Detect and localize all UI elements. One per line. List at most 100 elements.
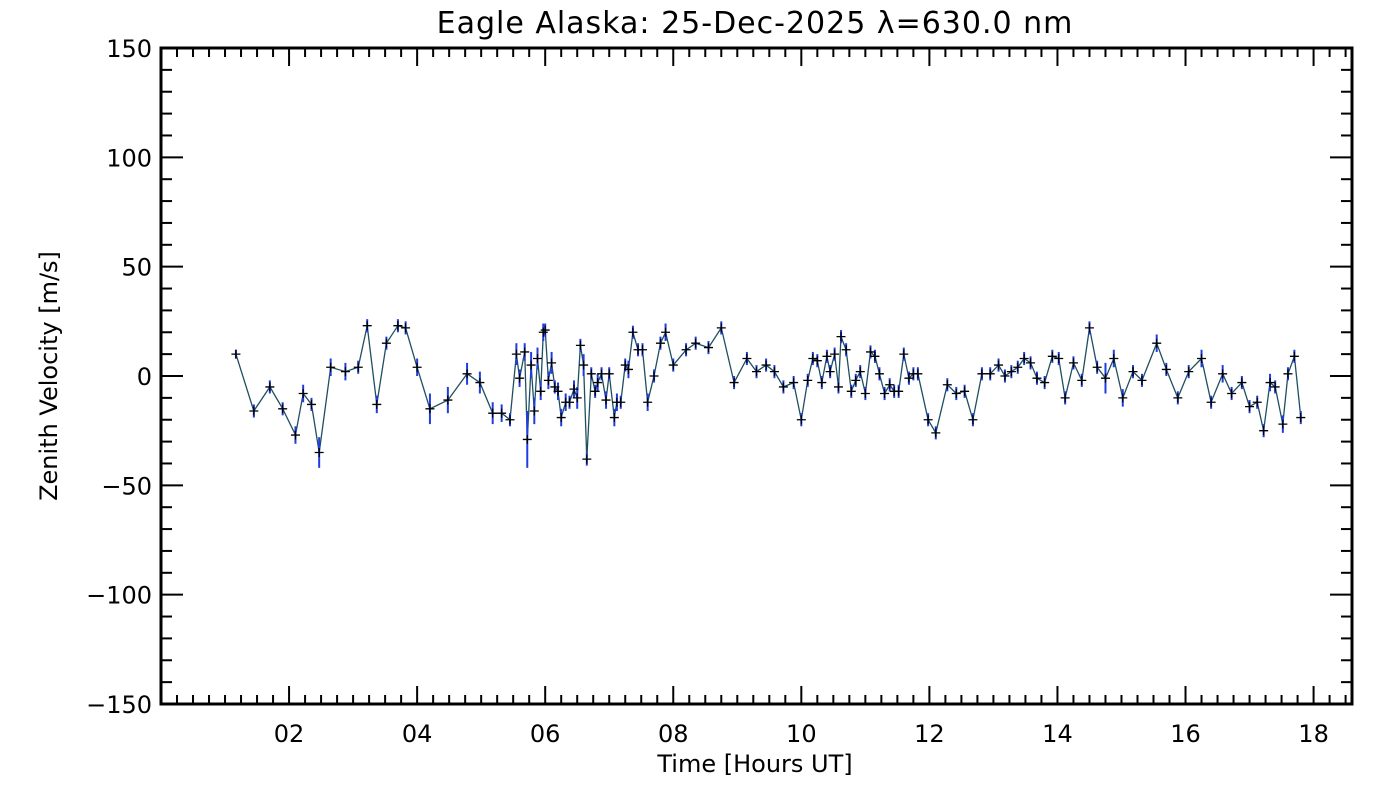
- x-tick-label: 16: [1170, 720, 1201, 748]
- data-point-marker: [553, 386, 563, 396]
- data-point-marker: [977, 369, 987, 379]
- data-point-marker: [1289, 351, 1299, 361]
- plot-frame: [159, 46, 1354, 706]
- data-point-marker: [1252, 397, 1262, 407]
- data-point-marker: [1184, 367, 1194, 377]
- data-point-marker: [1197, 354, 1207, 364]
- data-point-marker: [515, 373, 525, 383]
- data-point-marker: [393, 321, 403, 331]
- data-point-marker: [306, 399, 316, 409]
- data-point-marker: [623, 364, 633, 374]
- data-point-marker: [314, 448, 324, 458]
- data-point-marker: [1245, 402, 1255, 412]
- data-point-marker: [985, 369, 995, 379]
- data-point-marker: [597, 369, 607, 379]
- data-point-marker: [326, 362, 336, 372]
- data-point-marker: [533, 354, 543, 364]
- data-point-marker: [462, 369, 472, 379]
- data-point-marker: [278, 404, 288, 414]
- data-point-marker: [511, 349, 521, 359]
- data-point-marker: [880, 388, 890, 398]
- x-tick-label: 18: [1298, 720, 1329, 748]
- data-point-marker: [290, 430, 300, 440]
- data-point-marker: [655, 338, 665, 348]
- data-point-marker: [691, 338, 701, 348]
- data-point-marker: [931, 428, 941, 438]
- x-tick-label: 10: [786, 720, 817, 748]
- axis-tick-labels: 02 04 06 08 10 12 14 16 18 −150 −100 −50 0 50 100 150: [86, 35, 1329, 748]
- data-point-marker: [870, 351, 880, 361]
- data-point-marker: [1006, 367, 1016, 377]
- data-point-marker: [579, 360, 589, 370]
- data-point-marker: [569, 384, 579, 394]
- data-point-marker: [942, 380, 952, 390]
- data-point-marker: [1237, 378, 1247, 388]
- data-point-marker: [833, 382, 843, 392]
- data-point-marker: [1077, 375, 1087, 385]
- data-point-marker: [661, 327, 671, 337]
- x-tick-label: 06: [530, 720, 561, 748]
- data-point-marker: [1259, 426, 1269, 436]
- data-point-marker: [590, 386, 600, 396]
- data-point-marker: [742, 354, 752, 364]
- data-point-marker: [1270, 382, 1280, 392]
- data-point-marker: [812, 356, 822, 366]
- data-point-marker: [443, 395, 453, 405]
- data-point-marker: [703, 343, 713, 353]
- x-tick-label: 12: [914, 720, 945, 748]
- x-tick-label: 08: [658, 720, 689, 748]
- data-point-marker: [526, 360, 536, 370]
- data-point-marker: [865, 347, 875, 357]
- data-point-marker: [601, 395, 611, 405]
- data-point-marker: [543, 375, 553, 385]
- data-point-marker: [769, 367, 779, 377]
- data-point-marker: [885, 380, 895, 390]
- data-point-marker: [401, 323, 411, 333]
- data-point-marker: [505, 415, 515, 425]
- data-point-marker: [1118, 393, 1128, 403]
- data-point-marker: [565, 397, 575, 407]
- data-point-marker: [1047, 351, 1057, 361]
- data-point-marker: [1032, 373, 1042, 383]
- data-point-marker: [298, 388, 308, 398]
- data-point-marker: [668, 360, 678, 370]
- data-point-marker: [536, 386, 546, 396]
- data-point-marker: [803, 375, 813, 385]
- data-point-marker: [582, 454, 592, 464]
- data-point-marker: [817, 378, 827, 388]
- data-point-marker: [1128, 367, 1138, 377]
- data-point-marker: [752, 367, 761, 377]
- data-point-marker: [556, 413, 566, 423]
- data-point-marker: [609, 413, 619, 423]
- data-point-marker: [1013, 362, 1023, 372]
- data-point-marker: [778, 382, 788, 392]
- data-point-marker: [994, 360, 1004, 370]
- data-point-marker: [1026, 358, 1036, 368]
- x-tick-label: 02: [274, 720, 305, 748]
- data-point-marker: [1040, 378, 1050, 388]
- data-point-marker: [1283, 369, 1293, 379]
- data-point-marker: [381, 338, 391, 348]
- data-point-marker: [1296, 413, 1306, 423]
- data-point-marker: [616, 397, 626, 407]
- data-point-marker: [1000, 371, 1010, 381]
- data-point-marker: [488, 408, 498, 418]
- data-point-marker: [522, 434, 532, 444]
- data-point-marker: [851, 375, 861, 385]
- data-point-marker: [1152, 338, 1162, 348]
- data-point-marker: [412, 362, 422, 372]
- data-point-marker: [1173, 393, 1183, 403]
- data-point-marker: [923, 415, 933, 425]
- data-point-marker: [638, 345, 648, 355]
- data-point-marker: [822, 351, 832, 361]
- data-point-marker: [1054, 354, 1064, 364]
- data-point-marker: [575, 340, 585, 350]
- data-point-marker: [425, 404, 435, 414]
- y-tick-label: 100: [106, 144, 152, 172]
- data-point-marker: [899, 349, 909, 359]
- data-point-marker: [249, 406, 259, 416]
- data-point-marker: [841, 345, 851, 355]
- y-tick-label: −100: [86, 582, 152, 610]
- data-point-marker: [529, 406, 539, 416]
